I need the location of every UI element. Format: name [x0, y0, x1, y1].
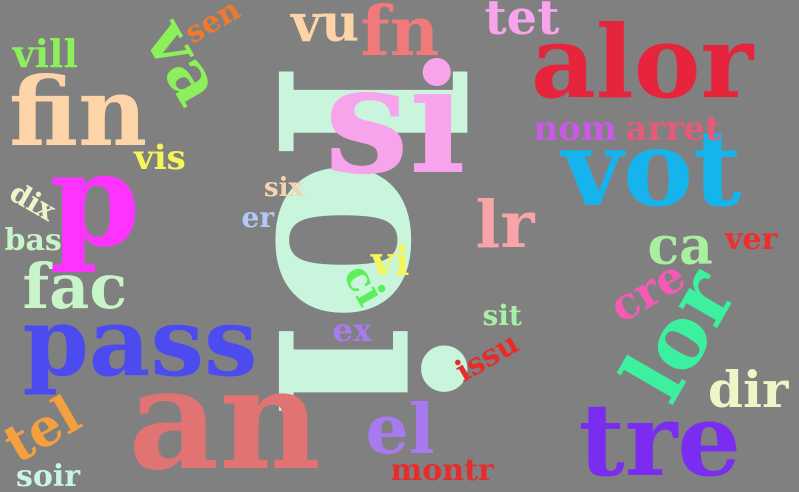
- word-bas: bas: [4, 223, 62, 258]
- word-nom: nom: [533, 109, 617, 149]
- word-ca: ca: [647, 216, 713, 277]
- word-vi: vi: [371, 238, 410, 285]
- word-el: el: [365, 390, 435, 470]
- word-sit: sit: [482, 299, 522, 332]
- word-tre: tre: [578, 381, 742, 492]
- word-p: p: [49, 123, 141, 276]
- word-fn: fn: [360, 0, 440, 72]
- word-er: er: [241, 201, 275, 234]
- word-tet: tet: [484, 0, 560, 46]
- word-an: an: [128, 338, 322, 492]
- word-ver: ver: [725, 222, 778, 257]
- word-dir: dir: [708, 360, 789, 419]
- word-fin: fin: [9, 56, 148, 168]
- word-si: si: [324, 32, 466, 208]
- word-alor: alor: [531, 3, 754, 121]
- word-vu: vu: [291, 0, 360, 54]
- word-soir: soir: [16, 459, 81, 492]
- word-vill: vill: [12, 31, 78, 76]
- word-pass: pass: [22, 286, 258, 398]
- word-montr: montr: [390, 453, 494, 488]
- word-lr: lr: [475, 186, 535, 263]
- word-vot: vot: [562, 105, 742, 230]
- word-vis: vis: [134, 138, 186, 178]
- word-six: six: [264, 173, 305, 203]
- word-ex: ex: [332, 311, 372, 349]
- word-arret: arret: [625, 109, 721, 149]
- word-fac: fac: [22, 250, 128, 323]
